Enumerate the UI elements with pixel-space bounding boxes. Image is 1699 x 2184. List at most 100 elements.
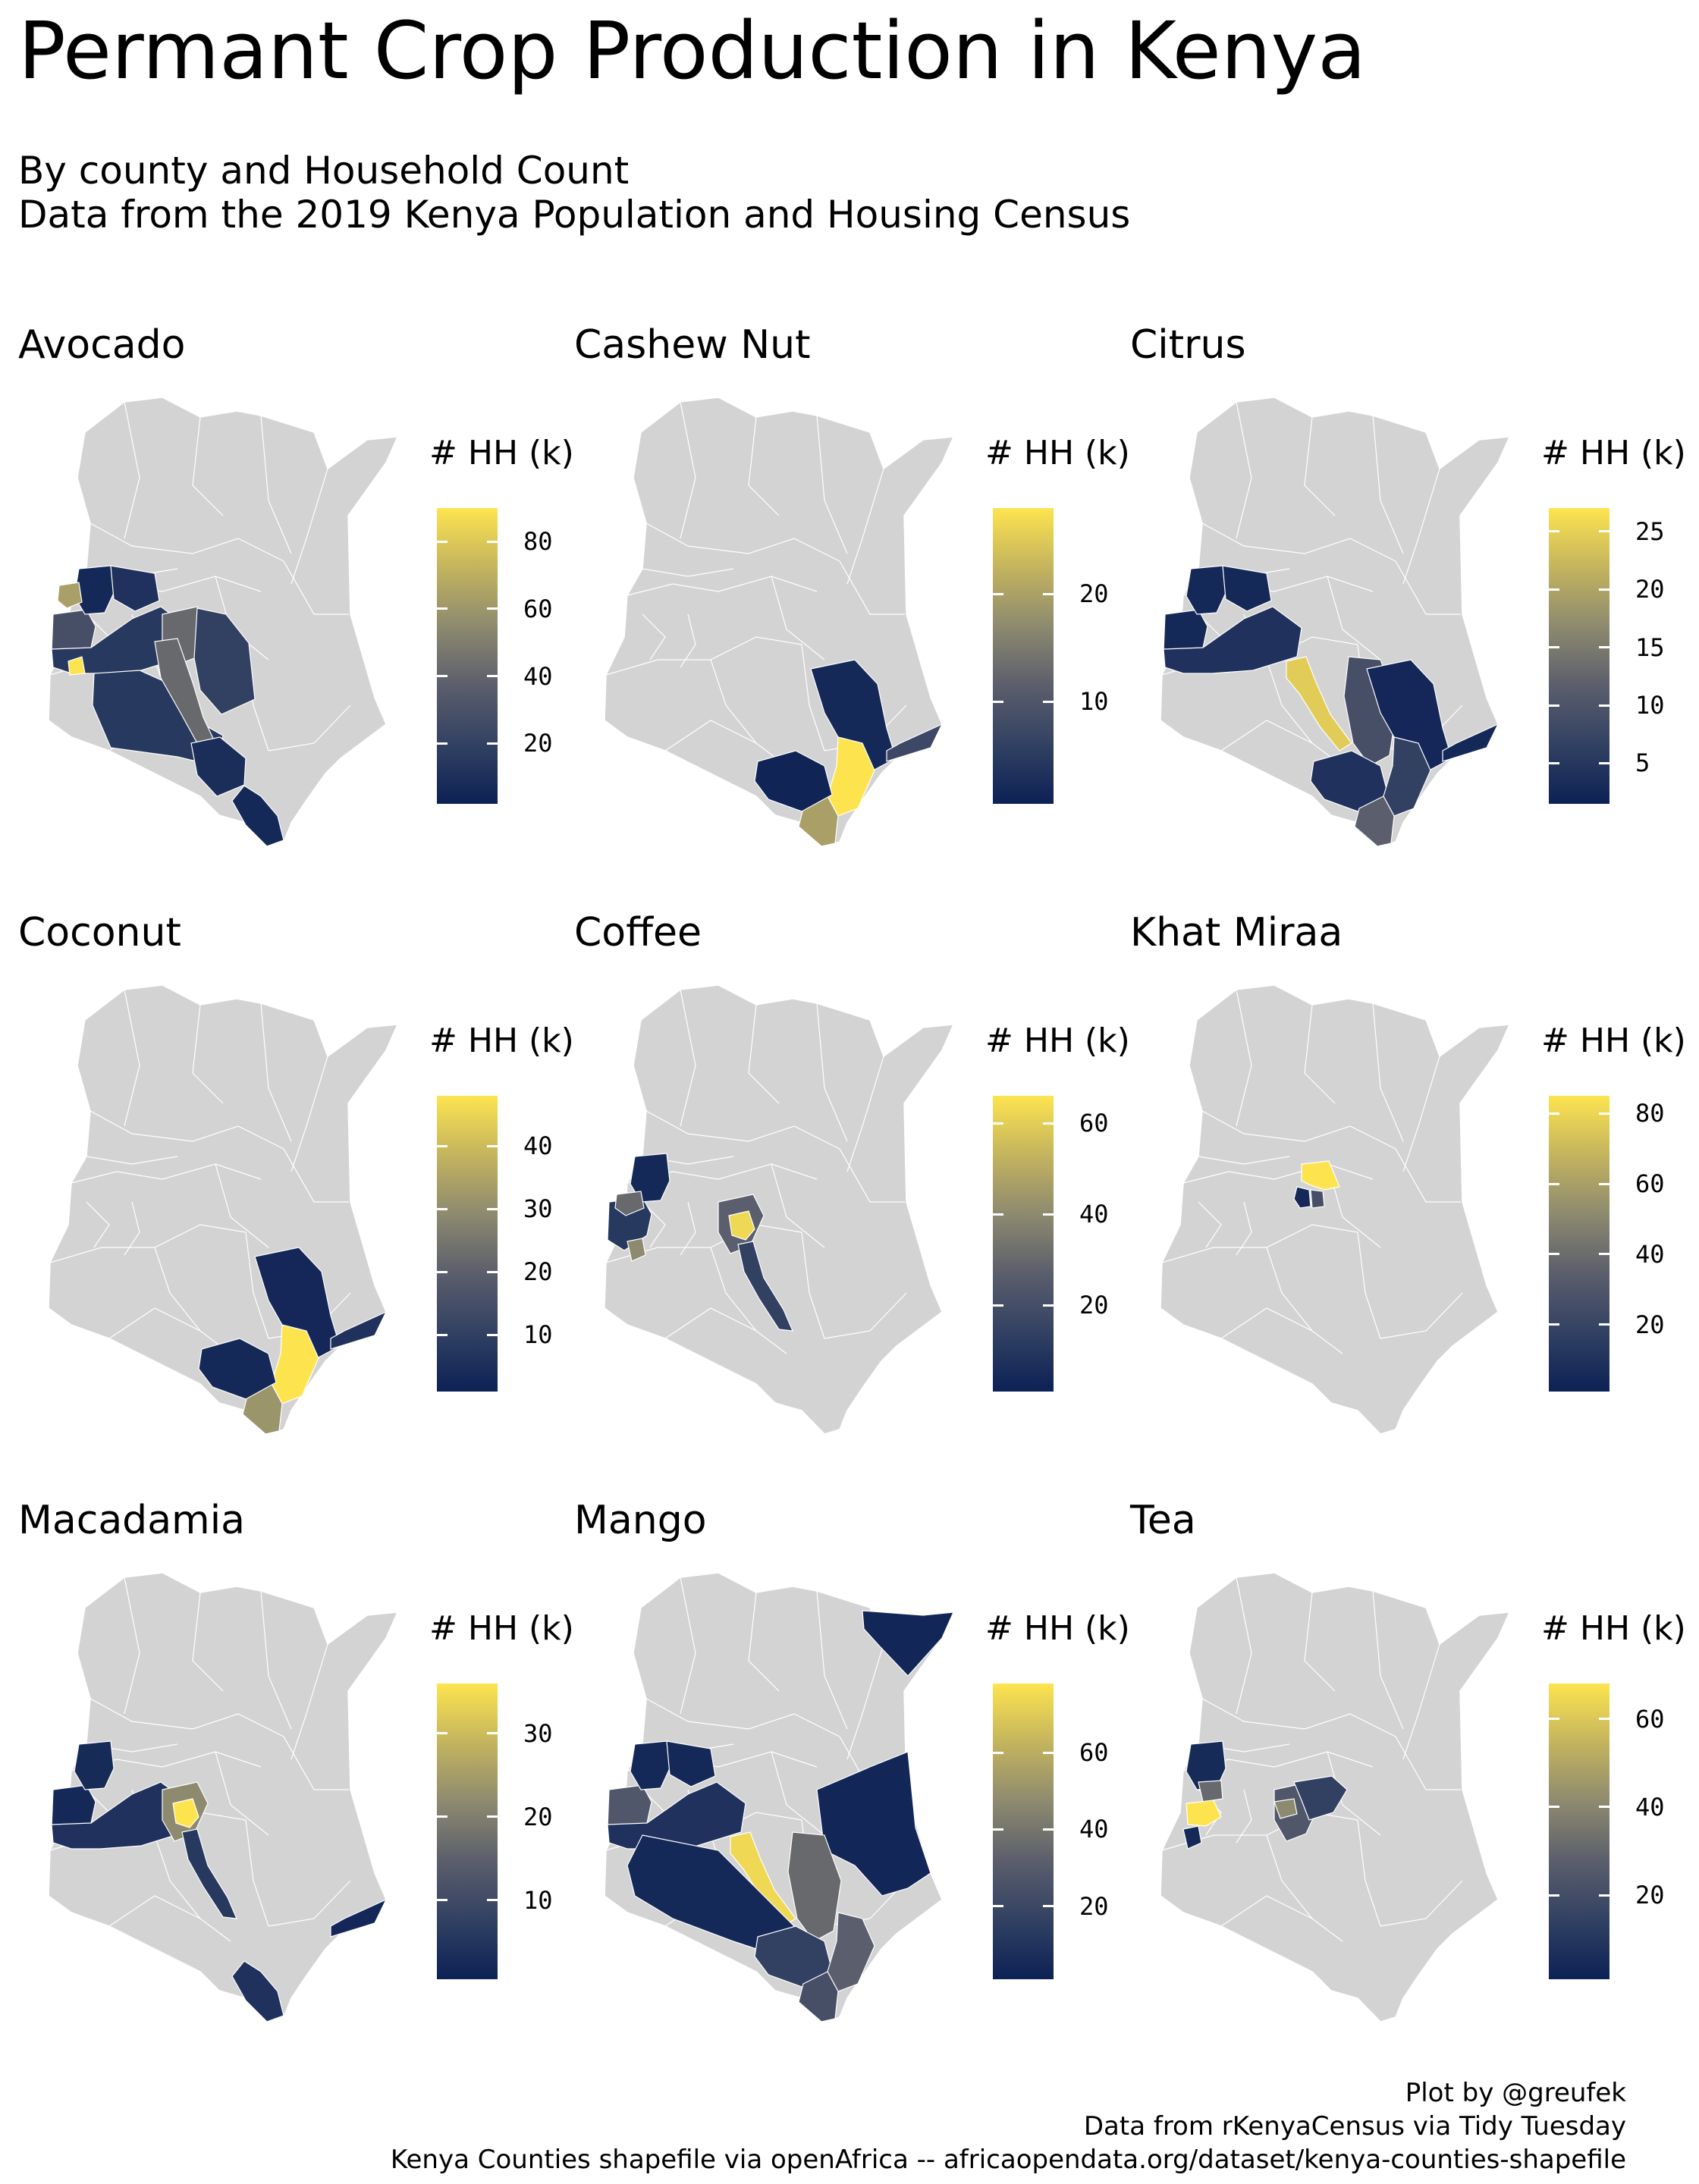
panel-title: Citrus: [1130, 322, 1246, 368]
legend-tick: [1043, 1122, 1054, 1125]
kenya-map: [604, 984, 953, 1435]
county-border: [283, 1736, 349, 1790]
county-region-kilifi: [827, 736, 875, 817]
county-border: [680, 401, 696, 539]
county-border: [771, 1751, 825, 1836]
legend-tick: [1549, 1112, 1559, 1115]
county-region-meru: [1301, 1160, 1340, 1191]
legend-tick: [487, 1333, 498, 1336]
county-border: [215, 1751, 269, 1836]
legend-tick: [1043, 1304, 1054, 1307]
legend-tick: [437, 1207, 448, 1210]
county-border: [1395, 560, 1461, 615]
county-border: [816, 415, 848, 554]
legend-tick: [1599, 1112, 1609, 1115]
legend-tick-label: 10: [1079, 687, 1109, 717]
county-border: [710, 1247, 757, 1332]
county-border: [801, 1232, 825, 1339]
legend-tick-label: 60: [523, 594, 553, 623]
panel-title: Macadamia: [18, 1498, 246, 1543]
county-border: [1201, 1698, 1396, 1737]
country-outline: [1160, 984, 1509, 1435]
panel-mango: Mango # HH (k) 20 40 60: [574, 1494, 1130, 2070]
county-border: [1266, 1834, 1313, 1919]
kenya-map: [48, 1572, 397, 2022]
county-region-mandera: [862, 1610, 953, 1677]
county-border: [1402, 1056, 1440, 1172]
county-border: [1236, 1577, 1252, 1715]
kenya-map: [1160, 397, 1509, 847]
county-border: [824, 1292, 907, 1339]
chart-title: Permant Crop Production in Kenya: [18, 5, 1366, 97]
county-border: [71, 1163, 262, 1184]
county-border: [748, 1004, 780, 1104]
legend-tick-label: 25: [1635, 516, 1665, 546]
county-border: [642, 1201, 666, 1248]
legend-tick-label: 20: [1635, 1881, 1665, 1910]
legend-tick: [1043, 700, 1054, 703]
legend-colorbar: [437, 1684, 498, 1979]
legend-tick-label: 40: [1635, 1792, 1665, 1822]
legend-tick: [1549, 704, 1559, 707]
county-border: [816, 1590, 848, 1730]
panel-title: Tea: [1130, 1498, 1196, 1543]
county-region-kericho: [1186, 1800, 1222, 1827]
legend-tick-label: 80: [1635, 1099, 1665, 1128]
county-border: [680, 1577, 696, 1715]
legend-tick: [437, 675, 448, 678]
county-region-coast-north: [190, 736, 247, 797]
legend-colorbar: [993, 1684, 1054, 1979]
county-border: [260, 1003, 292, 1142]
county-region-yellow-west: [68, 656, 86, 676]
county-border: [1402, 468, 1440, 585]
county-border: [1236, 1201, 1252, 1256]
county-region-central-north: [1163, 606, 1302, 674]
county-border: [245, 1232, 269, 1339]
legend-tick: [1599, 761, 1609, 764]
panel-coconut: Coconut # HH (k) 10 20 30 40: [18, 906, 574, 1483]
panel-coffee: Coffee # HH (k) 20 40 60: [574, 906, 1130, 1483]
county-border: [1236, 401, 1252, 539]
county-region-west-north: [74, 1740, 115, 1790]
legend-title: # HH (k): [429, 1021, 574, 1060]
county-region-kwale: [1354, 795, 1395, 847]
legend-tick: [1599, 1894, 1609, 1897]
legend-tick: [487, 675, 498, 678]
county-border: [1220, 1307, 1343, 1354]
legend-tick-label: 15: [1635, 632, 1665, 662]
county-border: [816, 1003, 848, 1142]
county-region-lamu: [330, 1310, 388, 1350]
county-border: [839, 1148, 905, 1203]
county-border: [90, 522, 284, 562]
county-border: [1201, 522, 1396, 562]
county-region-east-mid: [193, 607, 256, 715]
legend-tick: [1599, 646, 1609, 649]
county-region-lamu: [330, 1898, 388, 1938]
legend-tick: [487, 1270, 498, 1273]
county-border: [642, 613, 666, 661]
county-border: [1380, 1292, 1463, 1339]
panel-title: Coffee: [574, 910, 702, 956]
county-border: [268, 704, 351, 752]
panel-macadamia: Macadamia # HH (k) 10 20 30: [18, 1494, 574, 2070]
legend-tick-label: 20: [523, 1257, 553, 1287]
legend-tick-label: 10: [523, 1320, 553, 1350]
legend-tick-label: 20: [1079, 579, 1109, 609]
county-region-kilifi: [827, 1912, 875, 1992]
caption-line: Kenya Counties shapefile via openAfrica …: [390, 2145, 1626, 2175]
legend-tick-label: 40: [1079, 1815, 1109, 1844]
county-border: [290, 1643, 328, 1760]
panel-title: Mango: [574, 1498, 707, 1543]
panel-title: Cashew Nut: [574, 322, 811, 368]
county-border: [839, 560, 905, 615]
kenya-map: [604, 1572, 953, 2022]
panel-title: Coconut: [18, 910, 181, 956]
county-border: [192, 1592, 224, 1692]
legend-tick-label: 40: [523, 1131, 553, 1161]
county-border: [680, 613, 696, 668]
county-region-turkana-south: [110, 565, 160, 612]
legend-tick: [437, 1144, 448, 1147]
county-border: [268, 1880, 351, 1927]
legend-tick: [487, 742, 498, 745]
legend-title: # HH (k): [985, 1021, 1130, 1060]
